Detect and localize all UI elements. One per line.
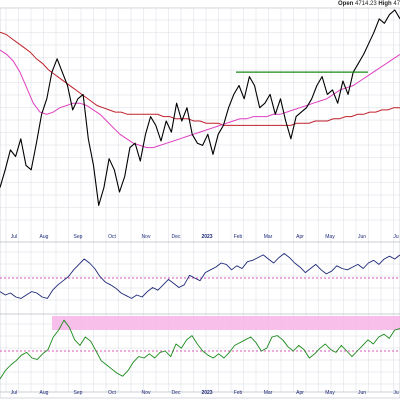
high-label: High <box>378 1 392 7</box>
x-tick-label: Aug <box>40 234 49 240</box>
open-value: 4714.23 <box>355 1 377 7</box>
x-tick-label: Oct <box>108 390 116 396</box>
x-tick-label: Apr <box>296 390 304 396</box>
x-tick-label: Mar <box>264 234 273 240</box>
plot-frame <box>0 7 400 399</box>
x-tick-label: Nov <box>142 390 151 396</box>
x-tick-label: May <box>325 390 335 396</box>
x-tick-label: Dec <box>172 234 181 240</box>
ohlc-header: Open 4714.23 High 472 <box>338 1 400 7</box>
high-value: 472 <box>393 1 400 7</box>
x-tick-label: Jun <box>358 234 366 240</box>
x-tick-label: Ju <box>393 234 399 240</box>
price-line <box>0 9 400 206</box>
x-tick-label: Sep <box>74 234 83 240</box>
x-tick-label: Dec <box>172 390 181 396</box>
x-tick-label: Oct <box>108 234 116 240</box>
overbought-band <box>52 316 400 330</box>
oscillator-line <box>0 319 400 380</box>
x-tick-label: 2023 <box>201 390 212 396</box>
x-tick-label: Aug <box>40 390 49 396</box>
x-tick-label: Nov <box>142 234 151 240</box>
x-tick-label: Mar <box>264 390 273 396</box>
x-tick-label: Jul <box>11 234 17 240</box>
x-tick-label: Jul <box>11 390 17 396</box>
x-tick-label: Feb <box>234 234 243 240</box>
x-tick-label: 2023 <box>201 234 212 240</box>
x-tick-label: May <box>325 234 335 240</box>
x-tick-label: Sep <box>74 390 83 396</box>
mid-moving-average-line <box>0 49 400 149</box>
x-tick-label: Ju <box>393 390 399 396</box>
x-tick-label: Apr <box>296 234 304 240</box>
x-tick-label: Feb <box>234 390 243 396</box>
x-tick-label: Jun <box>358 390 366 396</box>
relative-strength-line <box>0 253 400 299</box>
open-label: Open <box>338 1 354 7</box>
